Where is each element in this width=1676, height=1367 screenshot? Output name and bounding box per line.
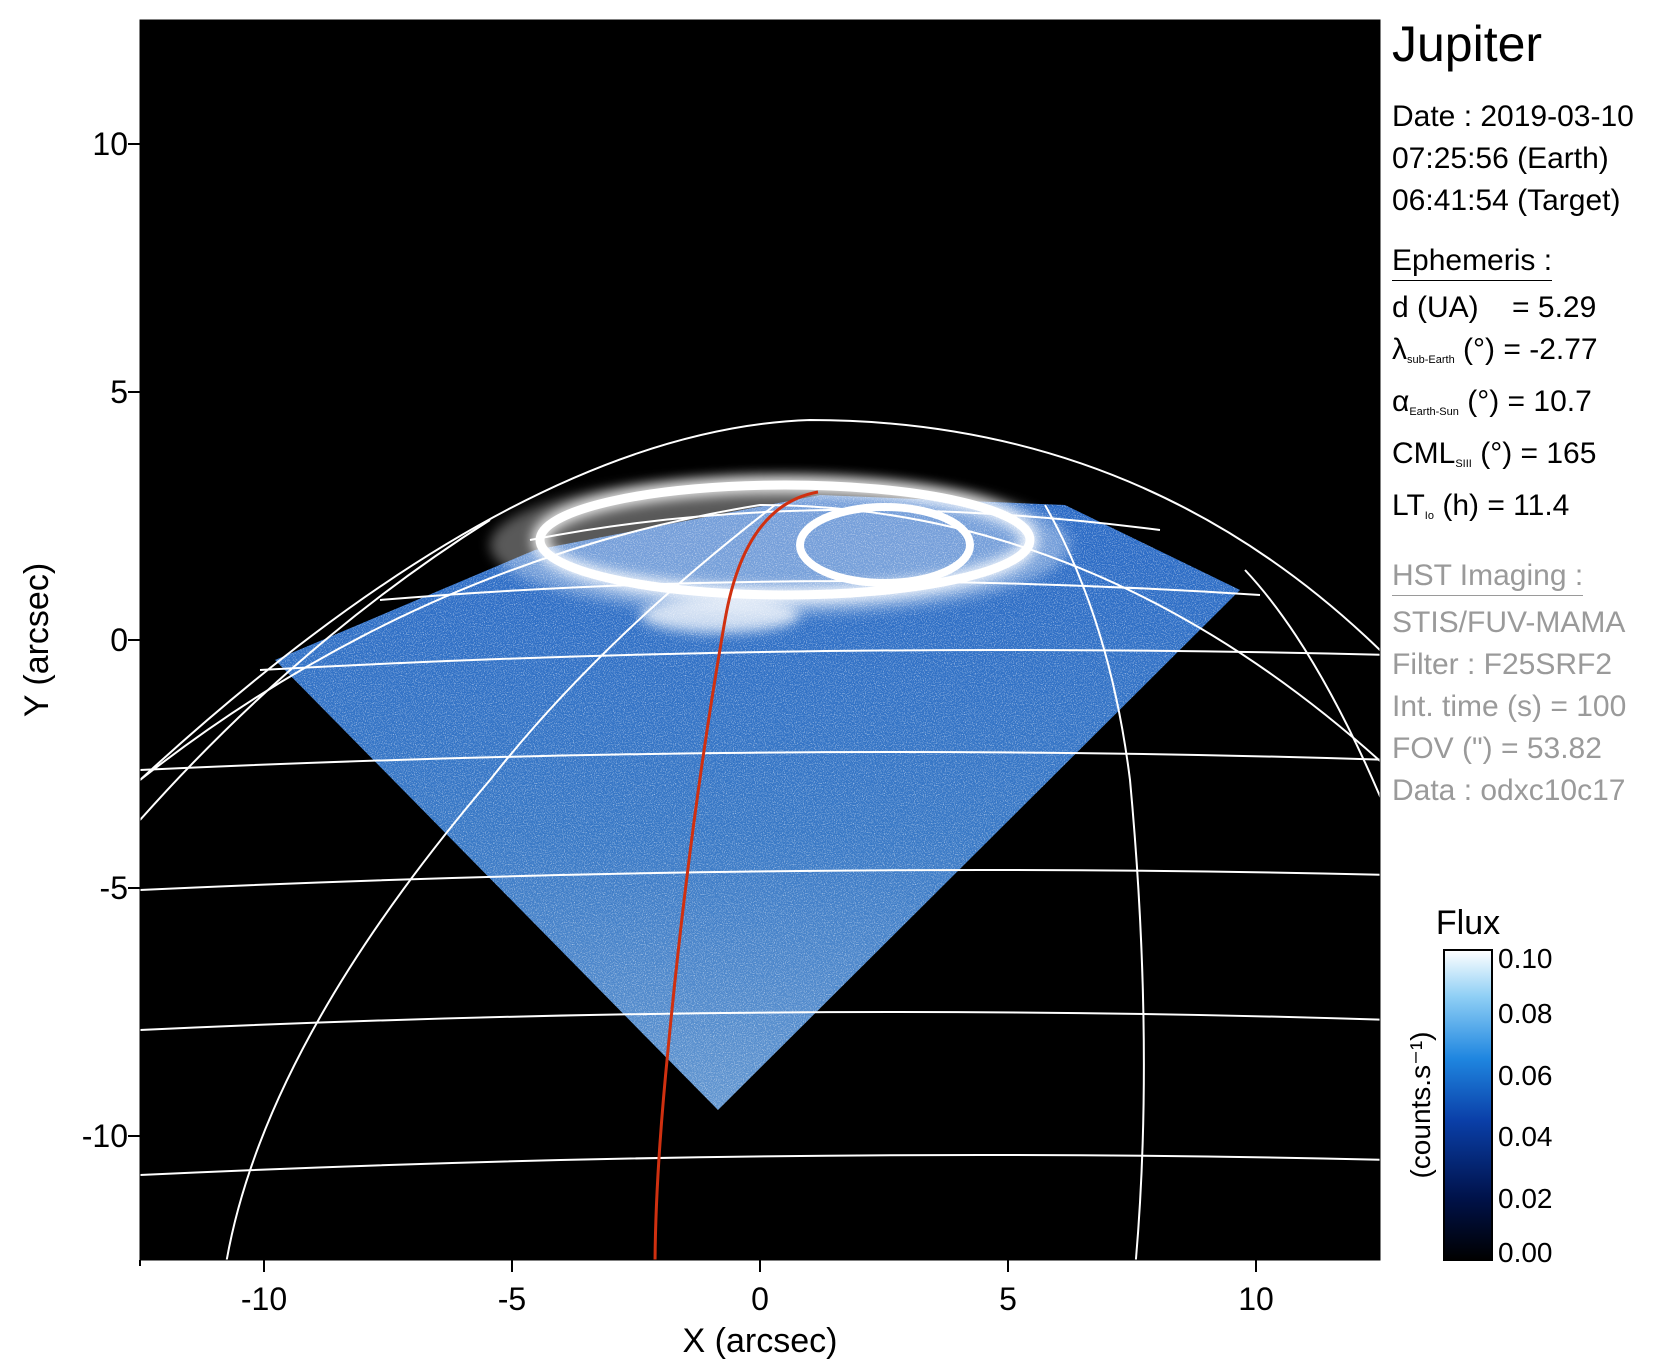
x-tick-label: -10 (241, 1281, 287, 1317)
lt-symbol: LT (1392, 489, 1425, 522)
latitude-line (140, 1011, 1380, 1031)
y-tick-label: -5 (100, 870, 128, 906)
colorbar-ticks: 0.10 0.08 0.06 0.04 0.02 0.00 (1498, 943, 1553, 1268)
longitude-line (140, 519, 491, 821)
longitude-line (1244, 569, 1380, 799)
lambda-value: (°) = -2.77 (1463, 333, 1598, 366)
y-tick-label: 10 (92, 126, 128, 162)
auroral-oval (535, 480, 1035, 600)
y-tick-labels: 10 5 0 -5 -10 (82, 126, 128, 1154)
colorbar-tick-label: 0.00 (1498, 1237, 1553, 1268)
latitude-line (140, 1154, 1380, 1176)
colorbar-tick-label: 0.04 (1498, 1121, 1553, 1152)
hst-section: HST Imaging : STIS/FUV-MAMA Filter : F25… (1392, 555, 1672, 812)
y-tick-label: 5 (110, 374, 128, 410)
colorbar (1443, 949, 1493, 1261)
equatorward-emission (640, 597, 800, 633)
x-tick-labels: -10 -5 0 5 10 (241, 1281, 1274, 1317)
lt-value: (h) = 11.4 (1442, 489, 1570, 522)
alpha-value: (°) = 10.7 (1467, 385, 1592, 418)
ephemeris-header: Ephemeris : (1392, 242, 1553, 281)
cml-value: (°) = 165 (1480, 437, 1597, 470)
alpha-row: αEarth-Sun (°) = 10.7 (1392, 381, 1672, 433)
date-line: Date : 2019-03-10 (1392, 100, 1634, 133)
image-content (140, 418, 1380, 1260)
observed-region-noise (275, 495, 1240, 1110)
longitude-line (1044, 504, 1145, 1260)
lambda-subscript: sub-Earth (1407, 354, 1455, 366)
colorbar-tick-label: 0.02 (1498, 1183, 1553, 1214)
integration-time: Int. time (s) = 100 (1392, 690, 1627, 723)
earth-time: 07:25:56 (Earth) (1392, 142, 1609, 175)
x-tick-label: 0 (751, 1281, 769, 1317)
latitude-line (259, 649, 1380, 671)
polar-emission (796, 503, 974, 587)
axis-ticks (128, 143, 1257, 1272)
data-id: Data : odxc10c17 (1392, 774, 1626, 807)
y-tick-label: 0 (110, 622, 128, 658)
longitude-line (225, 504, 776, 1260)
filter: Filter : F25SRF2 (1392, 648, 1613, 681)
target-title: Jupiter (1392, 16, 1543, 72)
colorbar-unit: (counts.s⁻¹) (1405, 1031, 1436, 1178)
y-tick-label: -10 (82, 1118, 128, 1154)
lt-subscript: Io (1424, 510, 1434, 522)
y-axis-label: Y (arcsec) (18, 563, 56, 717)
target-time: 06:41:54 (Target) (1392, 184, 1621, 217)
colorbar-tick-label: 0.06 (1498, 1060, 1553, 1091)
cml-subscript: SIII (1455, 458, 1472, 470)
latitude-line (529, 508, 1161, 541)
x-axis-label: X (arcsec) (683, 1322, 838, 1360)
lt-row: LTIo (h) = 11.4 (1392, 485, 1672, 537)
instrument: STIS/FUV-MAMA (1392, 606, 1626, 639)
io-footprint-curve (653, 490, 819, 1260)
lambda-symbol: λ (1392, 333, 1407, 366)
limb-line (140, 418, 1380, 781)
x-tick-label: 10 (1238, 1281, 1274, 1317)
field-of-view: FOV (") = 53.82 (1392, 732, 1602, 765)
hst-header: HST Imaging : (1392, 557, 1584, 596)
planet-grid (140, 418, 1380, 1260)
lambda-row: λsub-Earth (°) = -2.77 (1392, 329, 1672, 381)
colorbar-tick-label: 0.08 (1498, 998, 1553, 1029)
colorbar-title: Flux (1436, 904, 1500, 942)
colorbar-tick-label: 0.10 (1498, 943, 1553, 974)
distance-value: = 5.29 (1512, 291, 1597, 324)
x-tick-label: 5 (999, 1281, 1017, 1317)
limb-line-outer (140, 503, 1380, 781)
x-tick-label: -5 (498, 1281, 526, 1317)
latitude-line (140, 869, 1380, 891)
distance-label: d (UA) (1392, 291, 1479, 324)
latitude-line (379, 580, 1261, 601)
cml-symbol: CML (1392, 437, 1456, 470)
cml-row: CMLSIII (°) = 165 (1392, 433, 1672, 485)
info-panel: Jupiter Date : 2019-03-10 07:25:56 (Eart… (1392, 14, 1672, 812)
alpha-subscript: Earth-Sun (1409, 406, 1459, 418)
latitude-line (140, 751, 1380, 771)
distance-row: d (UA) = 5.29 (1392, 287, 1672, 329)
alpha-symbol: α (1392, 385, 1410, 418)
